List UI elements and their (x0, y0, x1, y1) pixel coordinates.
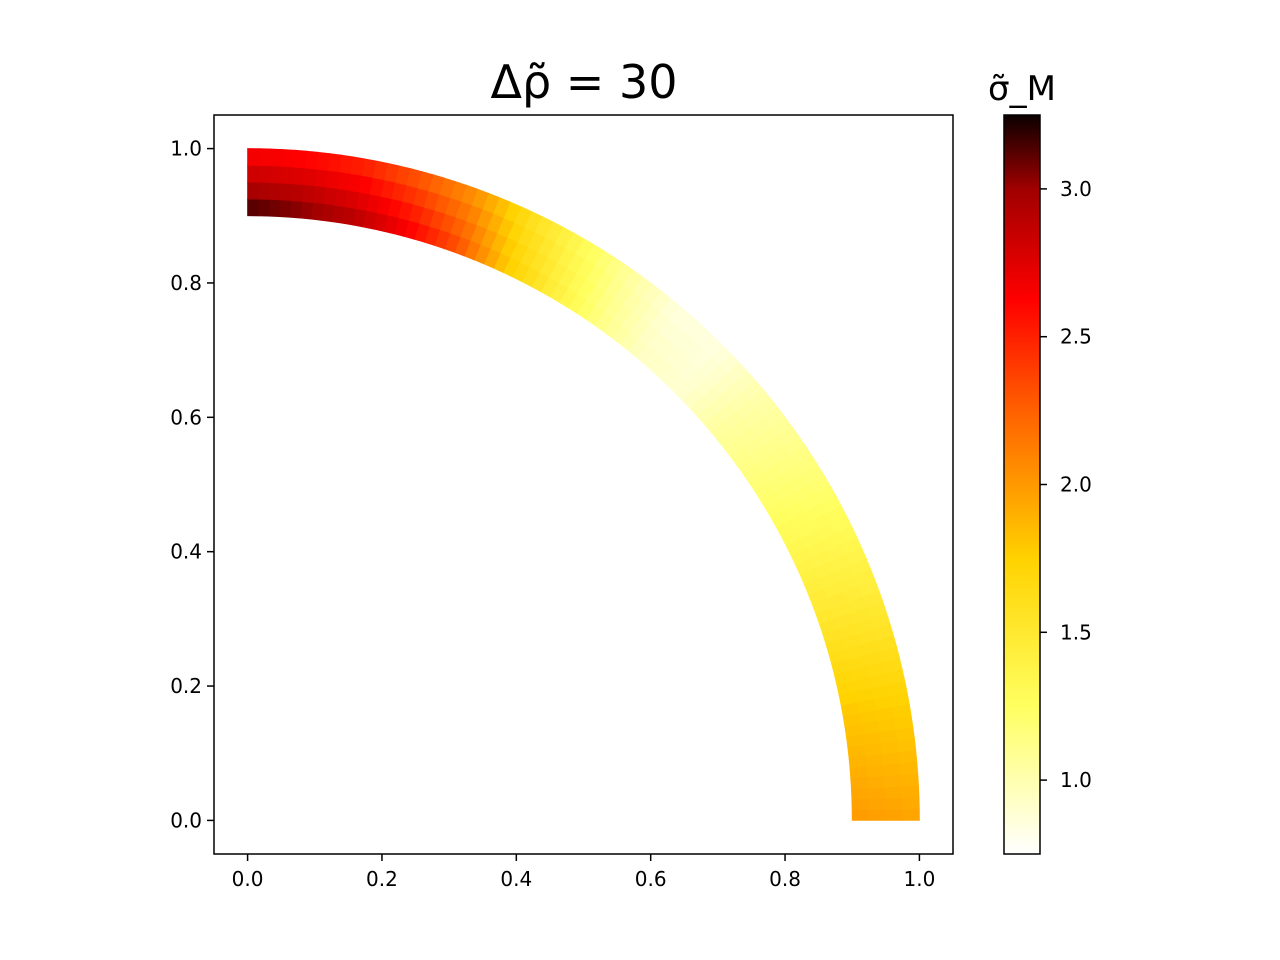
field-wedge (867, 775, 886, 789)
y-tick-label: 0.8 (170, 271, 202, 295)
field-wedge (301, 184, 315, 203)
field-wedge (279, 182, 293, 201)
y-tick-label: 0.0 (170, 808, 202, 832)
field-wedge (865, 753, 884, 767)
field-wedge (280, 165, 294, 185)
field-wedge (867, 786, 886, 800)
field-wedge (851, 809, 870, 821)
field-wedge (281, 149, 295, 168)
field-wedge (268, 198, 281, 218)
x-axis: 0.0 0.2 0.4 0.6 0.8 1.0 (232, 854, 936, 891)
field-wedge (866, 764, 885, 778)
y-tick-label: 1.0 (170, 137, 202, 161)
field-wedge (868, 808, 887, 821)
field-wedge (258, 181, 271, 200)
y-tick-label: 0.4 (170, 540, 202, 564)
field-wedge (884, 785, 903, 799)
field-wedge (900, 773, 919, 787)
y-tick-label: 0.6 (170, 405, 202, 429)
field-wedge (247, 148, 260, 166)
field-wedge (268, 182, 282, 201)
field-wedge (901, 796, 920, 810)
field-wedge (270, 148, 284, 167)
field-wedge (901, 784, 920, 798)
field-wedge (882, 762, 902, 777)
field-wedges (247, 148, 920, 821)
field-wedge (898, 749, 918, 764)
field-wedge (850, 776, 869, 790)
field-wedge (304, 150, 319, 170)
colorbar-label: σ̃_M (988, 69, 1056, 109)
x-tick-label: 0.4 (500, 867, 532, 891)
field-wedge (269, 165, 283, 184)
field-wedge (315, 151, 330, 171)
y-tick-label: 0.2 (170, 674, 202, 698)
field-wedge (302, 167, 317, 187)
field-wedge (885, 797, 903, 810)
plot-area: 0.0 0.2 0.4 0.6 0.8 1.0 0.0 0.2 0.4 0.6 0.8 1.0 (170, 114, 954, 891)
x-tick-label: 1.0 (904, 867, 936, 891)
field-wedge (247, 164, 260, 183)
field-wedge (902, 808, 920, 821)
field-wedge (885, 808, 904, 821)
field-wedge (247, 198, 259, 217)
chart-title: Δρ̃ = 30 (491, 55, 678, 109)
x-tick-label: 0.6 (635, 867, 667, 891)
x-tick-label: 0.0 (232, 867, 264, 891)
colorbar: σ̃_M 1.0 1.5 2.0 2.5 3.0 (988, 69, 1092, 855)
y-axis: 0.0 0.2 0.4 0.6 0.8 1.0 (170, 137, 214, 832)
colorbar-tick-label: 1.5 (1060, 620, 1092, 644)
field-wedge (868, 797, 887, 810)
field-wedge (258, 148, 272, 167)
field-wedge (310, 201, 324, 221)
colorbar-ticks: 1.0 1.5 2.0 2.5 3.0 (1040, 177, 1092, 792)
axes-frame (213, 114, 954, 855)
field-wedge (258, 165, 271, 183)
field-wedge (289, 200, 303, 219)
field-wedge (278, 199, 292, 218)
x-tick-label: 0.8 (769, 867, 801, 891)
field-wedge (313, 168, 328, 188)
field-wedge (291, 166, 306, 186)
field-wedge (851, 798, 870, 811)
field-wedge (899, 761, 919, 776)
field-wedge (312, 185, 326, 205)
colorbar-tick-label: 2.5 (1060, 325, 1092, 349)
field-wedge (257, 198, 270, 217)
colorbar-tick-label: 3.0 (1060, 177, 1092, 201)
field-wedge (290, 183, 304, 202)
field-wedge (292, 149, 307, 169)
field-wedge (850, 787, 870, 800)
field-wedge (247, 181, 260, 200)
field-wedge (881, 751, 901, 766)
x-tick-label: 0.2 (366, 867, 398, 891)
colorbar-tick-label: 2.0 (1060, 473, 1092, 497)
field-wedge (849, 765, 868, 779)
colorbar-tick-label: 1.0 (1060, 768, 1092, 792)
field-wedge (299, 200, 313, 220)
colorbar-gradient (1003, 114, 1041, 855)
field-wedge (883, 774, 903, 788)
